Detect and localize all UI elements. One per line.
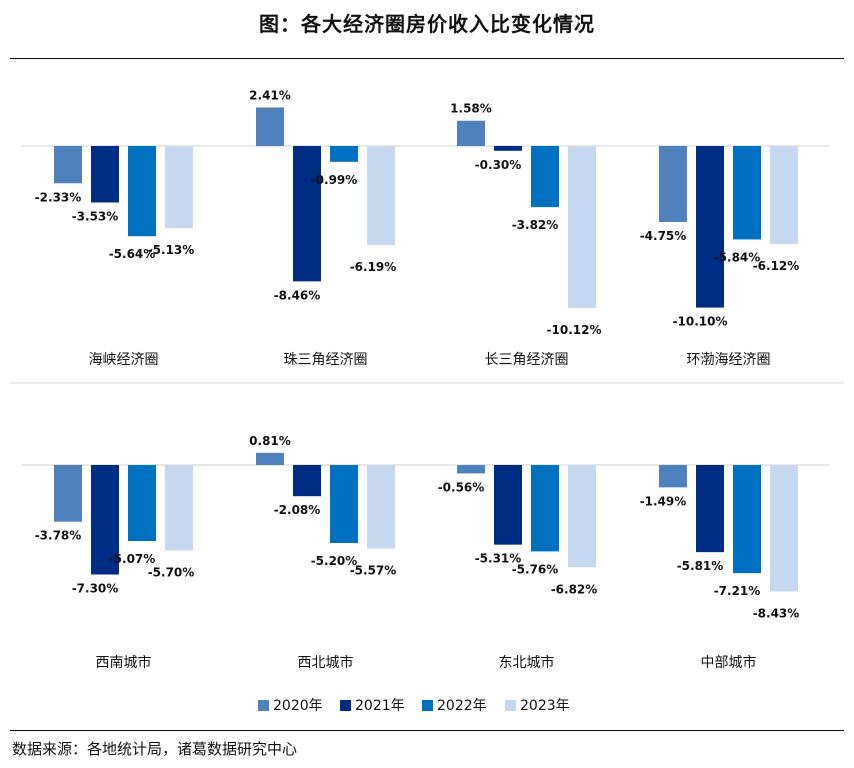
legend-swatch-2021年 xyxy=(340,700,351,711)
data-label: -0.30% xyxy=(475,158,522,172)
bar-2022年-珠三角经济圈 xyxy=(330,146,358,162)
bar-2020年-长三角经济圈 xyxy=(457,120,485,146)
category-label: 西南城市 xyxy=(96,654,152,671)
legend-swatch-2020年 xyxy=(258,700,269,711)
bar-2020年-西南城市 xyxy=(54,465,82,522)
data-label: -6.19% xyxy=(350,260,397,274)
data-label: -10.10% xyxy=(673,315,728,329)
category-label: 中部城市 xyxy=(701,654,757,671)
data-label: 1.58% xyxy=(450,102,492,116)
data-label: -2.33% xyxy=(35,190,82,204)
data-label: -5.07% xyxy=(109,552,156,566)
bar-2023年-海峡经济圈 xyxy=(165,146,193,229)
bar-2022年-西南城市 xyxy=(128,465,156,542)
source-divider xyxy=(10,730,844,731)
bar-2021年-环渤海经济圈 xyxy=(696,146,724,308)
category-label: 长三角经济圈 xyxy=(485,352,569,368)
bar-2022年-东北城市 xyxy=(531,465,559,552)
data-label: -6.12% xyxy=(753,259,800,273)
bar-2022年-环渤海经济圈 xyxy=(733,146,761,240)
bar-2020年-中部城市 xyxy=(659,465,687,488)
bar-2020年-环渤海经济圈 xyxy=(659,146,687,222)
data-label: -4.75% xyxy=(640,229,687,243)
bar-2021年-中部城市 xyxy=(696,465,724,553)
legend-label: 2022年 xyxy=(437,698,487,714)
data-label: -7.21% xyxy=(714,584,761,598)
title-divider xyxy=(10,58,844,59)
data-label: -5.84% xyxy=(714,250,761,264)
bar-2023年-中部城市 xyxy=(770,465,798,592)
bar-2020年-西北城市 xyxy=(256,452,284,465)
data-label: -5.76% xyxy=(512,562,559,576)
source-note: 数据来源：各地统计局，诸葛数据研究中心 xyxy=(12,740,298,758)
data-label: -3.78% xyxy=(35,529,82,543)
bar-2022年-西北城市 xyxy=(330,465,358,543)
bar-2023年-环渤海经济圈 xyxy=(770,146,798,244)
data-label: -5.31% xyxy=(475,552,522,566)
legend-label: 2023年 xyxy=(520,698,570,714)
data-label: -0.56% xyxy=(438,480,485,494)
category-label: 西北城市 xyxy=(298,654,354,671)
data-label: -10.12% xyxy=(547,323,602,337)
bar-2023年-东北城市 xyxy=(568,465,596,568)
data-label: 2.41% xyxy=(249,88,291,102)
bar-2021年-珠三角经济圈 xyxy=(293,146,321,282)
data-label: -1.49% xyxy=(640,494,687,508)
legend-label: 2020年 xyxy=(273,698,323,714)
data-label: -8.46% xyxy=(274,288,321,302)
data-label: -6.82% xyxy=(551,582,598,596)
bar-2021年-西北城市 xyxy=(293,465,321,497)
category-label: 珠三角经济圈 xyxy=(284,352,368,368)
bar-2020年-东北城市 xyxy=(457,465,485,474)
bar-2021年-长三角经济圈 xyxy=(494,146,522,151)
category-label: 东北城市 xyxy=(499,654,555,671)
data-label: -5.70% xyxy=(148,566,195,580)
bar-2021年-东北城市 xyxy=(494,465,522,545)
bar-2020年-海峡经济圈 xyxy=(54,146,82,184)
data-label: -5.13% xyxy=(148,243,195,257)
data-label: -2.08% xyxy=(274,503,321,517)
data-label: -7.30% xyxy=(72,582,119,596)
bar-2021年-西南城市 xyxy=(91,465,119,575)
data-label: -5.20% xyxy=(311,554,358,568)
category-label: 海峡经济圈 xyxy=(89,352,159,368)
data-label: 0.81% xyxy=(249,434,291,448)
data-label: -3.82% xyxy=(512,218,559,232)
data-label: -3.53% xyxy=(72,209,119,223)
data-label: -8.43% xyxy=(753,606,800,620)
data-label: -5.81% xyxy=(677,559,724,573)
bar-2020年-珠三角经济圈 xyxy=(256,107,284,146)
category-label: 环渤海经济圈 xyxy=(687,352,771,368)
bar-2023年-西南城市 xyxy=(165,465,193,551)
bar-2023年-西北城市 xyxy=(367,465,395,549)
legend-swatch-2023年 xyxy=(505,700,516,711)
legend-label: 2021年 xyxy=(355,698,405,714)
bar-2023年-长三角经济圈 xyxy=(568,146,596,308)
bar-2022年-长三角经济圈 xyxy=(531,146,559,208)
chart-title: 图：各大经济圈房价收入比变化情况 xyxy=(259,12,595,36)
data-label: -5.64% xyxy=(109,247,156,261)
bar-2023年-珠三角经济圈 xyxy=(367,146,395,246)
data-label: -5.57% xyxy=(350,564,397,578)
legend-swatch-2022年 xyxy=(422,700,433,711)
data-label: -0.99% xyxy=(311,173,358,187)
bar-2022年-海峡经济圈 xyxy=(128,146,156,237)
bar-2021年-海峡经济圈 xyxy=(91,146,119,203)
bar-2022年-中部城市 xyxy=(733,465,761,574)
